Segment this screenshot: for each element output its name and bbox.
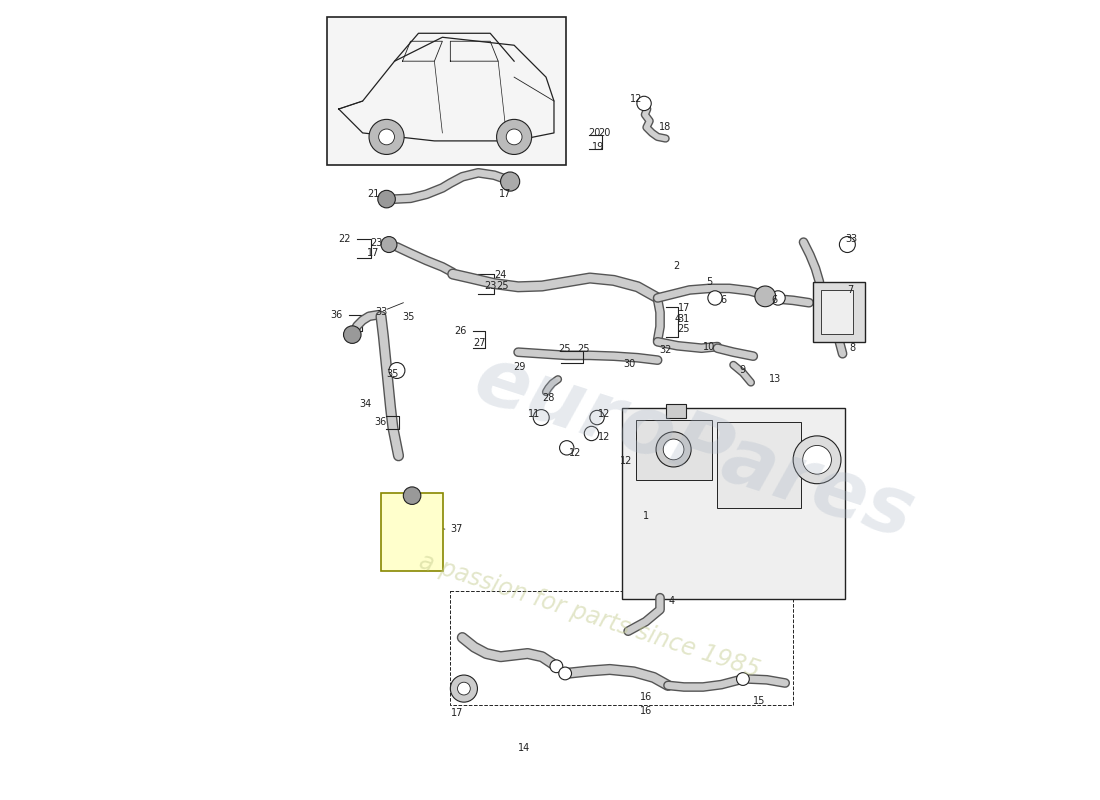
Circle shape [500, 172, 519, 191]
Circle shape [663, 439, 684, 460]
Text: 26: 26 [454, 326, 466, 336]
Circle shape [550, 660, 563, 673]
Bar [327, 18, 565, 165]
Text: 20: 20 [588, 128, 601, 138]
Text: 22: 22 [338, 234, 351, 244]
Circle shape [450, 675, 477, 702]
Text: 25: 25 [678, 324, 690, 334]
Text: 12: 12 [630, 94, 642, 104]
Circle shape [590, 410, 604, 425]
Circle shape [839, 237, 856, 253]
Text: 11: 11 [528, 410, 540, 419]
Bar [666, 404, 685, 418]
Text: 10: 10 [703, 342, 716, 352]
Text: 18: 18 [659, 122, 671, 131]
Text: 13: 13 [769, 374, 781, 384]
Circle shape [656, 432, 691, 467]
Text: 6: 6 [772, 295, 778, 306]
Circle shape [343, 326, 361, 343]
Circle shape [534, 410, 549, 426]
Text: 25: 25 [558, 344, 571, 354]
Text: 5: 5 [706, 277, 713, 287]
Text: 25: 25 [496, 281, 508, 291]
Bar [381, 494, 443, 571]
Circle shape [389, 362, 405, 378]
Circle shape [496, 119, 531, 154]
Text: 30: 30 [624, 359, 636, 369]
Text: 2: 2 [673, 261, 679, 271]
Text: 14: 14 [518, 743, 530, 754]
Text: 17: 17 [451, 707, 464, 718]
Circle shape [559, 667, 572, 680]
Text: 8: 8 [849, 343, 855, 353]
Text: 36: 36 [330, 310, 343, 320]
Circle shape [378, 129, 395, 145]
Text: 31: 31 [678, 314, 690, 324]
Text: 12: 12 [598, 432, 611, 442]
Text: 17: 17 [366, 248, 379, 258]
Circle shape [458, 682, 471, 695]
Circle shape [560, 441, 574, 455]
Text: 19: 19 [592, 142, 604, 152]
Bar [636, 420, 712, 480]
Text: a passion for parts since 1985: a passion for parts since 1985 [417, 549, 763, 682]
Text: 7: 7 [847, 285, 854, 295]
Text: 3: 3 [845, 234, 851, 244]
Circle shape [381, 237, 397, 253]
Text: 20: 20 [598, 128, 611, 138]
Text: 6: 6 [720, 295, 727, 306]
Text: 36: 36 [374, 417, 386, 426]
Text: 16: 16 [639, 706, 652, 716]
Text: 33: 33 [375, 306, 387, 317]
Text: 23: 23 [484, 281, 496, 291]
Circle shape [708, 290, 723, 305]
Circle shape [771, 290, 785, 305]
Text: 35: 35 [386, 370, 398, 379]
Text: 24: 24 [494, 270, 507, 280]
Circle shape [793, 436, 842, 484]
Circle shape [637, 96, 651, 110]
Bar [621, 408, 845, 599]
Text: 27: 27 [474, 338, 486, 347]
Text: 23: 23 [370, 238, 383, 248]
Text: 21: 21 [366, 190, 379, 199]
Text: 12: 12 [570, 448, 582, 458]
Text: 4: 4 [674, 314, 681, 324]
Text: 4: 4 [668, 596, 674, 606]
Text: 9: 9 [740, 365, 746, 374]
Circle shape [737, 673, 749, 686]
Text: 1: 1 [642, 510, 649, 521]
Circle shape [404, 487, 421, 505]
Circle shape [506, 129, 522, 145]
Text: 12: 12 [598, 410, 611, 419]
Text: euroPares: euroPares [464, 340, 923, 555]
Circle shape [755, 286, 775, 306]
Bar [813, 282, 865, 342]
Text: 16: 16 [639, 691, 652, 702]
Text: 3: 3 [850, 234, 856, 244]
Text: 34: 34 [360, 399, 372, 409]
Text: 17: 17 [499, 190, 512, 199]
Circle shape [368, 119, 404, 154]
Text: 25: 25 [578, 344, 590, 354]
Text: 12: 12 [620, 455, 632, 466]
Bar [717, 422, 801, 509]
Bar [821, 290, 852, 334]
Text: 37: 37 [451, 524, 463, 534]
Circle shape [584, 426, 598, 441]
Text: 15: 15 [752, 695, 766, 706]
Text: 29: 29 [514, 362, 526, 371]
Text: 35: 35 [403, 312, 415, 322]
Text: 17: 17 [678, 303, 690, 314]
Circle shape [377, 190, 395, 208]
Text: 28: 28 [542, 393, 554, 402]
Circle shape [803, 446, 832, 474]
Bar [450, 591, 793, 706]
Text: 32: 32 [659, 345, 672, 354]
